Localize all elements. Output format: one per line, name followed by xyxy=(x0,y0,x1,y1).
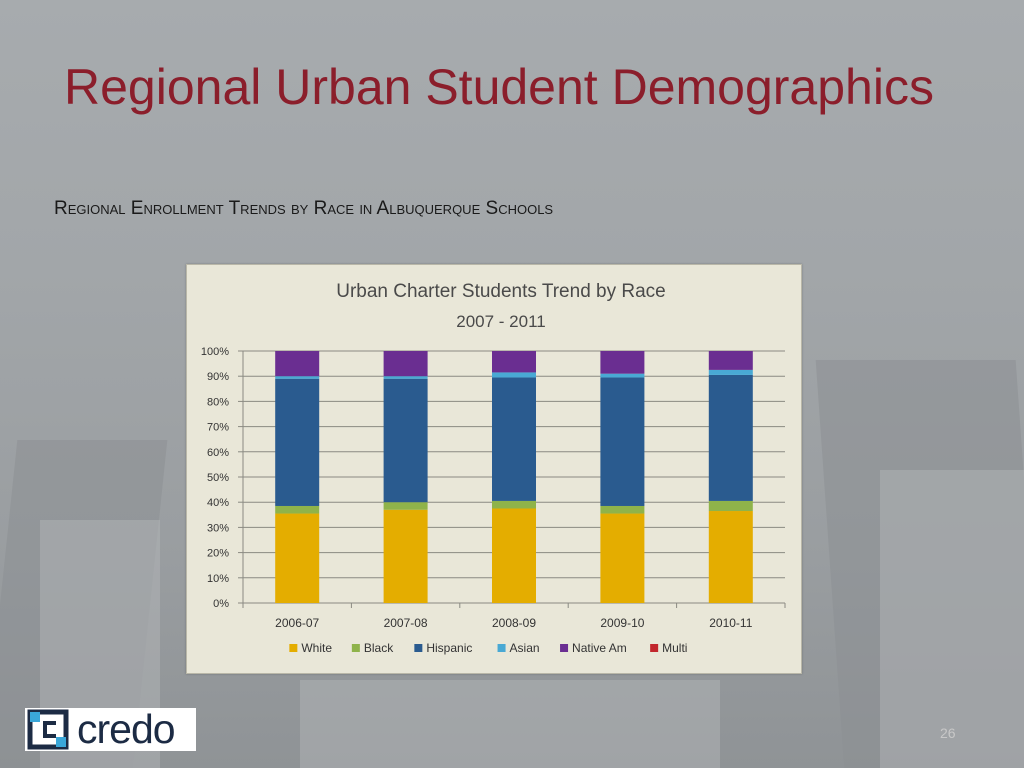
bar-segment xyxy=(708,374,753,501)
legend-swatch xyxy=(497,644,506,652)
y-tick-label: 90% xyxy=(207,371,229,383)
y-tick-label: 100% xyxy=(201,346,229,358)
chart-legend: White Black Hispanic Asian Native Am Multi xyxy=(289,641,687,655)
y-tick-label: 30% xyxy=(207,522,229,534)
page-number: 26 xyxy=(940,725,956,741)
legend-label: Multi xyxy=(662,641,687,655)
bar-segment xyxy=(708,500,753,512)
y-tick-label: 60% xyxy=(207,447,229,459)
bar-segment xyxy=(492,500,536,509)
credo-logo-text: credo xyxy=(77,706,176,752)
chart-bars xyxy=(275,351,753,603)
bar-segment xyxy=(600,377,645,506)
bar-segment xyxy=(383,376,428,379)
x-tick-label: 2010-11 xyxy=(709,616,752,630)
credo-logo: credo xyxy=(25,706,196,752)
bar-segment xyxy=(492,351,536,373)
legend-swatch xyxy=(560,644,569,652)
bar-segment xyxy=(708,511,753,603)
chart-svg: Urban Charter Students Trend by Race 200… xyxy=(201,281,786,655)
legend-label: Native Am xyxy=(572,641,627,655)
x-tick-label: 2007-08 xyxy=(384,616,428,630)
bar-segment xyxy=(383,378,428,503)
legend-label: White xyxy=(301,641,332,655)
bar-segment xyxy=(492,377,536,501)
y-tick-label: 20% xyxy=(207,548,229,560)
x-tick-label: 2008-09 xyxy=(492,616,536,630)
bar-segment xyxy=(600,373,645,378)
y-tick-label: 80% xyxy=(207,396,229,408)
credo-logo-icon xyxy=(27,709,69,750)
slide-subtitle: Regional Enrollment Trends by Race in Al… xyxy=(54,198,554,219)
bar-segment xyxy=(492,508,536,603)
legend-label: Asian xyxy=(510,641,540,655)
bar-segment xyxy=(492,372,536,378)
y-tick-label: 70% xyxy=(207,422,229,434)
bar-segment xyxy=(275,351,320,377)
x-tick-label: 2006-07 xyxy=(275,616,319,630)
x-axis-ticks: 2006-07 2007-08 2008-09 2009-10 2010-11 xyxy=(242,603,786,630)
chart-title: Urban Charter Students Trend by Race xyxy=(336,281,666,302)
y-axis-ticks: 0% 10% 20% 30% 40% 50% 60% 70% 80% 90% 100% xyxy=(201,346,229,610)
chart-panel: Urban Charter Students Trend by Race 200… xyxy=(186,264,802,674)
background-building-bottom xyxy=(300,680,720,768)
bar-segment xyxy=(708,369,753,375)
y-tick-label: 50% xyxy=(207,472,229,484)
bar-segment xyxy=(275,376,320,379)
bar-segment xyxy=(383,509,428,603)
bar-segment xyxy=(708,351,753,370)
bar-segment xyxy=(600,351,645,374)
bar-segment xyxy=(600,513,645,603)
bar-segment xyxy=(600,505,645,514)
legend-swatch xyxy=(414,644,423,652)
bar-segment xyxy=(383,351,428,377)
x-tick-label: 2009-10 xyxy=(600,616,644,630)
bar-segment xyxy=(383,502,428,510)
slide-title: Regional Urban Student Demographics xyxy=(64,59,934,115)
legend-swatch xyxy=(289,644,298,652)
background-building-right-2 xyxy=(880,470,1024,768)
legend-label: Hispanic xyxy=(426,641,472,655)
legend-label: Black xyxy=(364,641,394,655)
bar-segment xyxy=(275,513,320,603)
y-tick-label: 40% xyxy=(207,497,229,509)
bar-segment xyxy=(275,378,320,506)
legend-swatch xyxy=(650,644,659,652)
bar-segment xyxy=(275,505,320,514)
chart-subtitle: 2007 - 2011 xyxy=(456,312,545,331)
legend-swatch xyxy=(351,644,360,652)
y-tick-label: 0% xyxy=(213,598,229,610)
y-tick-label: 10% xyxy=(207,573,229,585)
